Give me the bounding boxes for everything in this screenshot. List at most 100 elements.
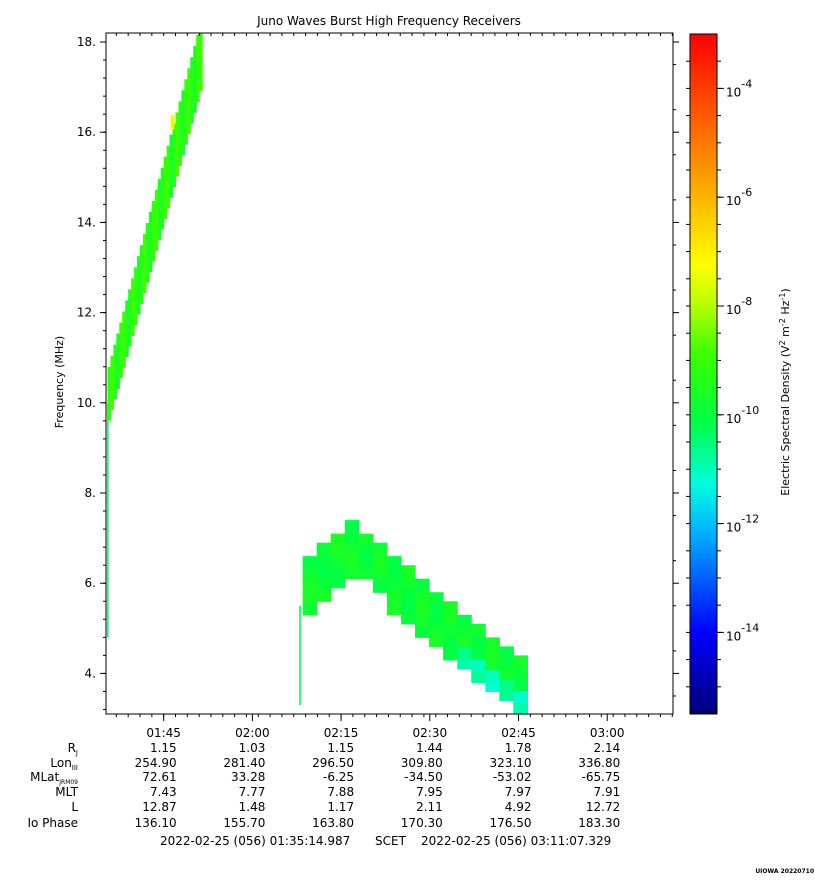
- ephem-value-rj: 1.03: [239, 741, 266, 755]
- arch-band-cell: [471, 623, 486, 637]
- drift-band-cell: [166, 145, 171, 209]
- arch-band-cell: [400, 576, 416, 590]
- ephem-label-io: Io Phase: [27, 816, 78, 830]
- drift-band-cell: [128, 289, 132, 347]
- ephem-label-mlat: MLatJRM09: [30, 770, 78, 786]
- drift-band-cell: [184, 79, 188, 145]
- ephem-value-lon: 296.50: [312, 756, 354, 770]
- drift-band-cell: [148, 211, 153, 273]
- ephem-value-l: 1.48: [239, 800, 266, 814]
- y-tick-label: 18.: [77, 35, 96, 49]
- drift-band-cell: [134, 267, 138, 326]
- ephem-value-lon: 323.10: [490, 756, 532, 770]
- ephemeris-values: 1.15 1.03 1.15 1.44 1.78 2.14 254.90 281.40 296.…: [135, 741, 621, 830]
- arch-band-cell: [400, 600, 416, 613]
- arch-band-cell: [302, 567, 318, 581]
- drift-band-cell: [142, 234, 147, 294]
- ephem-value-io: 136.10: [135, 816, 177, 830]
- drift-band-cell: [154, 189, 159, 251]
- ephem-value-mlt: 7.97: [505, 785, 532, 799]
- ephem-value-mlat: -65.75: [582, 770, 621, 784]
- arch-band-cell: [485, 648, 500, 660]
- colorbar-tick-label: 10-4: [726, 77, 752, 99]
- x-axis: 01:45 02:00 02:15 02:30 02:45 03:00: [115, 33, 673, 740]
- x-tick-label: 01:45: [146, 726, 181, 740]
- arch-band-cell: [302, 603, 318, 616]
- arch-band-cell: [400, 565, 416, 578]
- drift-band-cell: [196, 35, 200, 103]
- arch-band-cell: [386, 579, 402, 592]
- arch-band-cell: [344, 531, 360, 545]
- drift-band-cell: [145, 222, 150, 283]
- arch-band-cell: [372, 572, 388, 583]
- arch-band-cell: [485, 669, 500, 682]
- y-axis: 4. 6. 8. 10. 12. 14. 16. 18.: [77, 35, 679, 710]
- plot-area: [106, 33, 528, 715]
- arch-band-cell: [330, 576, 346, 589]
- ephem-label-lon: LonIII: [50, 756, 78, 772]
- arch-band-cell: [386, 556, 402, 569]
- ephem-value-io: 163.80: [312, 816, 354, 830]
- y-tick-label: 8.: [85, 486, 96, 500]
- ephem-value-lon: 336.80: [578, 756, 620, 770]
- arch-band-cell: [316, 589, 332, 602]
- colorbar-ticks: 10-4 10-6 10-8 10-10 10-12 10-14: [686, 60, 759, 688]
- ephem-value-mlt: 7.43: [150, 785, 177, 799]
- ephem-value-mlt: 7.95: [416, 785, 443, 799]
- ephem-value-l: 2.11: [416, 800, 443, 814]
- ephem-value-io: 176.50: [490, 816, 532, 830]
- arch-band-cell: [513, 690, 528, 703]
- ephem-value-mlt: 7.91: [594, 785, 621, 799]
- colorbar-gradient: [689, 33, 718, 715]
- y-tick-label: 16.: [77, 125, 96, 139]
- drift-band-cell: [151, 200, 156, 262]
- plot-frame: [105, 32, 674, 715]
- arch-band-cell: [372, 562, 388, 573]
- arch-band-cell: [316, 566, 332, 579]
- arch-band-cell: [330, 533, 346, 546]
- drift-band-cell: [122, 311, 126, 368]
- ephem-value-l: 12.87: [142, 800, 176, 814]
- arch-band-cell: [344, 566, 360, 580]
- arch-band-cell: [330, 566, 346, 578]
- ephem-value-mlt: 7.88: [327, 785, 354, 799]
- arch-band-cell: [499, 657, 514, 669]
- arch-band-cell: [513, 702, 528, 715]
- arch-band-cell: [499, 678, 514, 691]
- drift-band-cell: [110, 355, 114, 411]
- arch-band-cell: [513, 655, 528, 668]
- colorbar-label: Electric Spectral Density (V2 m-2 Hz-1): [778, 288, 792, 495]
- arch-band-cell: [499, 646, 514, 658]
- arch-band-cell: [302, 579, 318, 592]
- scet-label: SCET: [375, 834, 407, 848]
- footer-tag: UIOWA 20220710: [755, 868, 814, 875]
- ephemeris-table: RJ LonIII MLatJRM09 MLT L Io Phase 1.15 1…: [27, 741, 620, 830]
- arch-band-cell: [386, 591, 402, 604]
- ephem-value-mlat: -53.02: [493, 770, 532, 784]
- time-start-label: 2022-02-25 (056) 01:35:14.987: [160, 834, 350, 848]
- drift-band-peak: [170, 115, 175, 130]
- arch-band-cell: [344, 520, 360, 533]
- arch-band-cell: [443, 624, 458, 638]
- colorbar: 10-4 10-6 10-8 10-10 10-12 10-14: [686, 33, 759, 715]
- drift-band-cell: [193, 46, 197, 113]
- y-tick-label: 6.: [85, 576, 96, 590]
- arch-band-cell: [499, 667, 514, 680]
- y-tick-label: 4.: [85, 666, 96, 680]
- ephem-value-io: 183.30: [578, 816, 620, 830]
- arch-band-cell: [400, 612, 416, 625]
- y-axis-label: Frequency (MHz): [53, 336, 66, 428]
- x-tick-label: 02:30: [413, 726, 448, 740]
- arch-band-cell: [499, 689, 514, 702]
- arch-band-cell: [429, 603, 444, 615]
- y-tick-label: 14.: [77, 215, 96, 229]
- ephem-value-io: 155.70: [223, 816, 265, 830]
- ephem-value-rj: 1.15: [150, 741, 177, 755]
- drift-band-cell: [107, 366, 112, 421]
- drift-band-cell: [172, 123, 177, 188]
- drift-band-cell: [181, 90, 185, 156]
- ephem-label-l: L: [71, 800, 78, 814]
- ephem-value-mlt: 7.77: [239, 785, 266, 799]
- ephem-value-mlat: -6.25: [323, 770, 354, 784]
